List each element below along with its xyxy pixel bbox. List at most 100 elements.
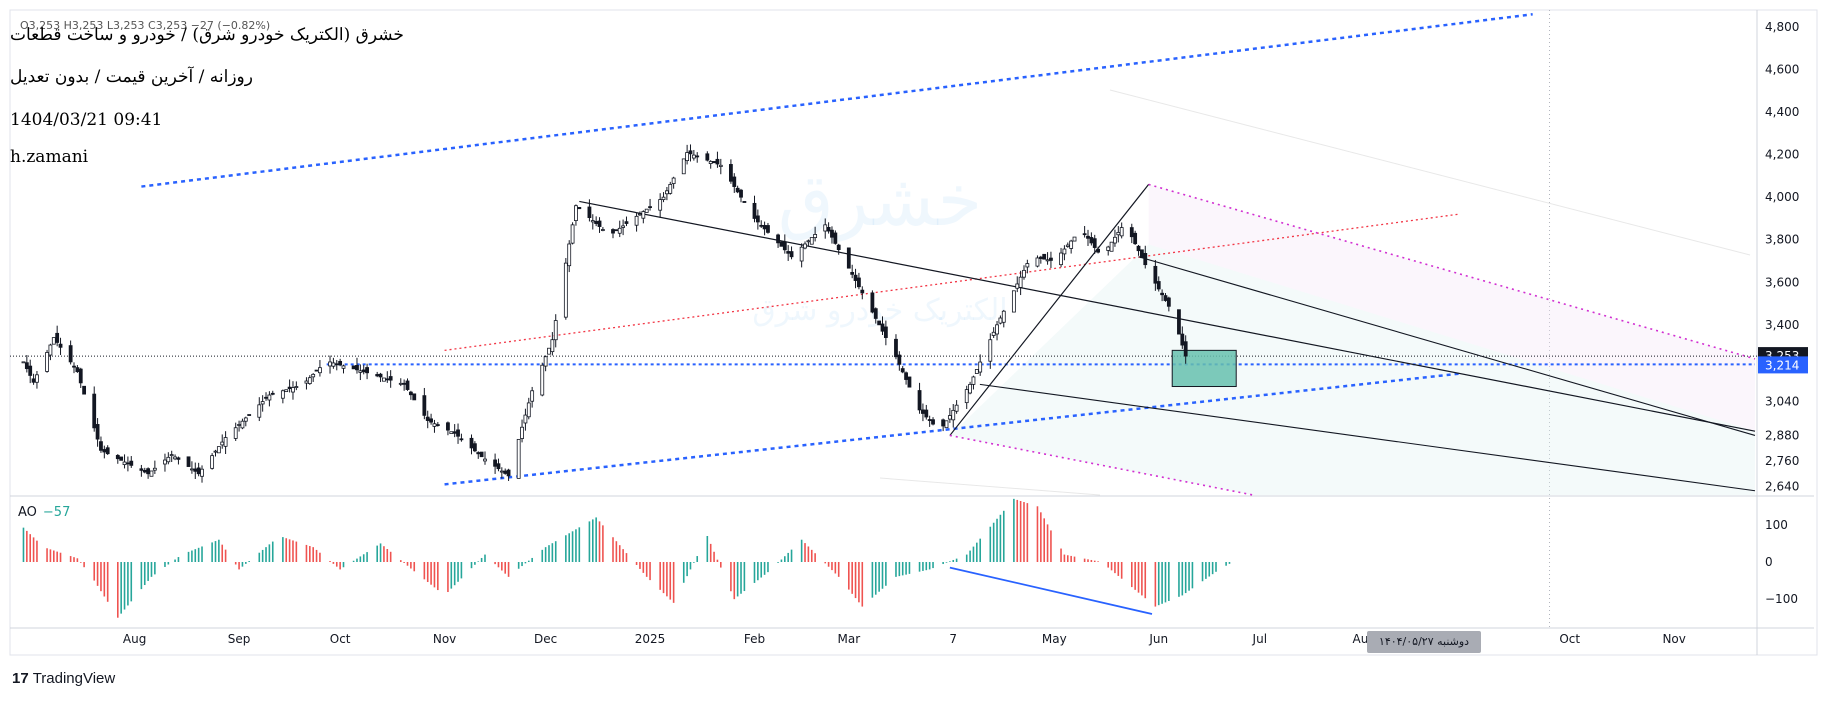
candle-body xyxy=(590,220,595,223)
candle-body xyxy=(782,241,787,251)
candle-body xyxy=(860,289,865,294)
candle-body xyxy=(1183,341,1188,357)
candle-body xyxy=(587,206,592,219)
candle-body xyxy=(503,470,508,474)
candle-body xyxy=(479,451,484,458)
candle-body xyxy=(688,150,693,155)
candle-body xyxy=(398,382,403,385)
time-tick-label: Jun xyxy=(1148,632,1168,646)
price-tick-label: 4,800 xyxy=(1765,20,1799,34)
time-tick-label: 7 xyxy=(949,632,957,646)
candle-body xyxy=(577,207,582,210)
candle-body xyxy=(658,199,663,211)
candle-body xyxy=(759,224,764,227)
faint-guide-line-2 xyxy=(879,477,1101,496)
candle-body xyxy=(200,468,204,477)
ao-indicator-label[interactable]: AO −57 xyxy=(18,505,70,520)
candle-body xyxy=(1038,256,1043,259)
candle-body xyxy=(190,468,194,471)
time-tick-label: Sep xyxy=(228,632,251,646)
candle-body xyxy=(334,363,339,366)
candle-body xyxy=(705,153,710,161)
candle-body xyxy=(873,308,878,319)
candle-body xyxy=(193,468,198,472)
candle-body xyxy=(496,463,501,470)
channel-upper-line xyxy=(141,13,1533,188)
candle-body xyxy=(1156,281,1161,290)
candle-body xyxy=(1166,297,1171,307)
candle-body xyxy=(1139,249,1144,259)
candle-body xyxy=(341,365,346,369)
candle-body xyxy=(1059,252,1063,266)
candle-body xyxy=(523,414,528,424)
candle-body xyxy=(361,369,366,373)
candle-body xyxy=(739,189,743,198)
candle-body xyxy=(82,385,87,395)
candle-body xyxy=(671,177,676,184)
chart-author: h.zamani xyxy=(10,147,89,167)
candle-body xyxy=(813,234,818,239)
candle-body xyxy=(968,383,972,394)
candle-body xyxy=(988,339,993,362)
candle-body xyxy=(729,164,733,182)
candle-body xyxy=(210,455,215,469)
candle-body xyxy=(459,438,464,441)
candle-body xyxy=(742,201,747,203)
candle-body xyxy=(665,190,669,195)
candle-body xyxy=(287,386,292,390)
candle-body xyxy=(853,274,858,281)
candle-body xyxy=(31,378,36,383)
candle-body xyxy=(270,392,275,395)
candle-body xyxy=(634,215,639,226)
candle-body xyxy=(412,393,417,401)
candle-body xyxy=(833,232,838,244)
pitchfork-upper-fill xyxy=(1148,184,1755,432)
candle-body xyxy=(1042,253,1047,260)
candle-body xyxy=(58,343,63,348)
candle-body xyxy=(1119,227,1124,237)
candle-body xyxy=(732,176,737,187)
ao-divergence-line xyxy=(949,566,1153,615)
candle-body xyxy=(99,441,103,451)
time-tick-label: Feb xyxy=(744,632,765,646)
candle-body xyxy=(382,377,386,382)
candle-body xyxy=(55,332,60,343)
price-tick-label: 3,800 xyxy=(1765,233,1799,247)
tradingview-logo[interactable]: 17 TradingView xyxy=(12,670,115,687)
candle-body xyxy=(223,437,228,447)
time-tick-label: Mar xyxy=(837,632,860,646)
candle-body xyxy=(405,380,410,390)
target-zone xyxy=(1171,349,1237,388)
candle-body xyxy=(766,225,770,233)
chart-subtitle: روزانه / آخرین قیمت / بدون تعدیل xyxy=(10,67,253,87)
candle-body xyxy=(1089,237,1094,244)
candle-body xyxy=(600,229,605,231)
candle-body xyxy=(1062,248,1067,255)
candle-body xyxy=(115,454,120,460)
pitchfork-inner-line-2 xyxy=(1138,256,1756,436)
candle-body xyxy=(617,227,622,234)
candle-body xyxy=(685,152,690,162)
candle-body xyxy=(789,251,794,258)
candle-body xyxy=(624,221,629,224)
candle-body xyxy=(173,456,177,460)
candle-body xyxy=(941,419,946,427)
candle-body xyxy=(540,364,545,396)
candle-body xyxy=(243,417,248,422)
ao-tick-label: −100 xyxy=(1765,592,1798,606)
chart-datetime: 1404/03/21 09:41 xyxy=(10,110,163,130)
time-tick-label: Dec xyxy=(534,632,557,646)
candle-body xyxy=(978,361,983,373)
candle-body xyxy=(311,373,316,378)
candle-body xyxy=(995,324,999,335)
candle-body xyxy=(1163,295,1168,301)
candle-body xyxy=(644,208,649,213)
tradingview-logo-text: TradingView xyxy=(32,670,116,687)
price-tick-label: 3,040 xyxy=(1765,394,1799,408)
price-tick-label: 4,600 xyxy=(1765,63,1799,77)
candle-body xyxy=(149,470,154,477)
candle-body xyxy=(75,367,80,373)
candle-body xyxy=(493,459,497,467)
